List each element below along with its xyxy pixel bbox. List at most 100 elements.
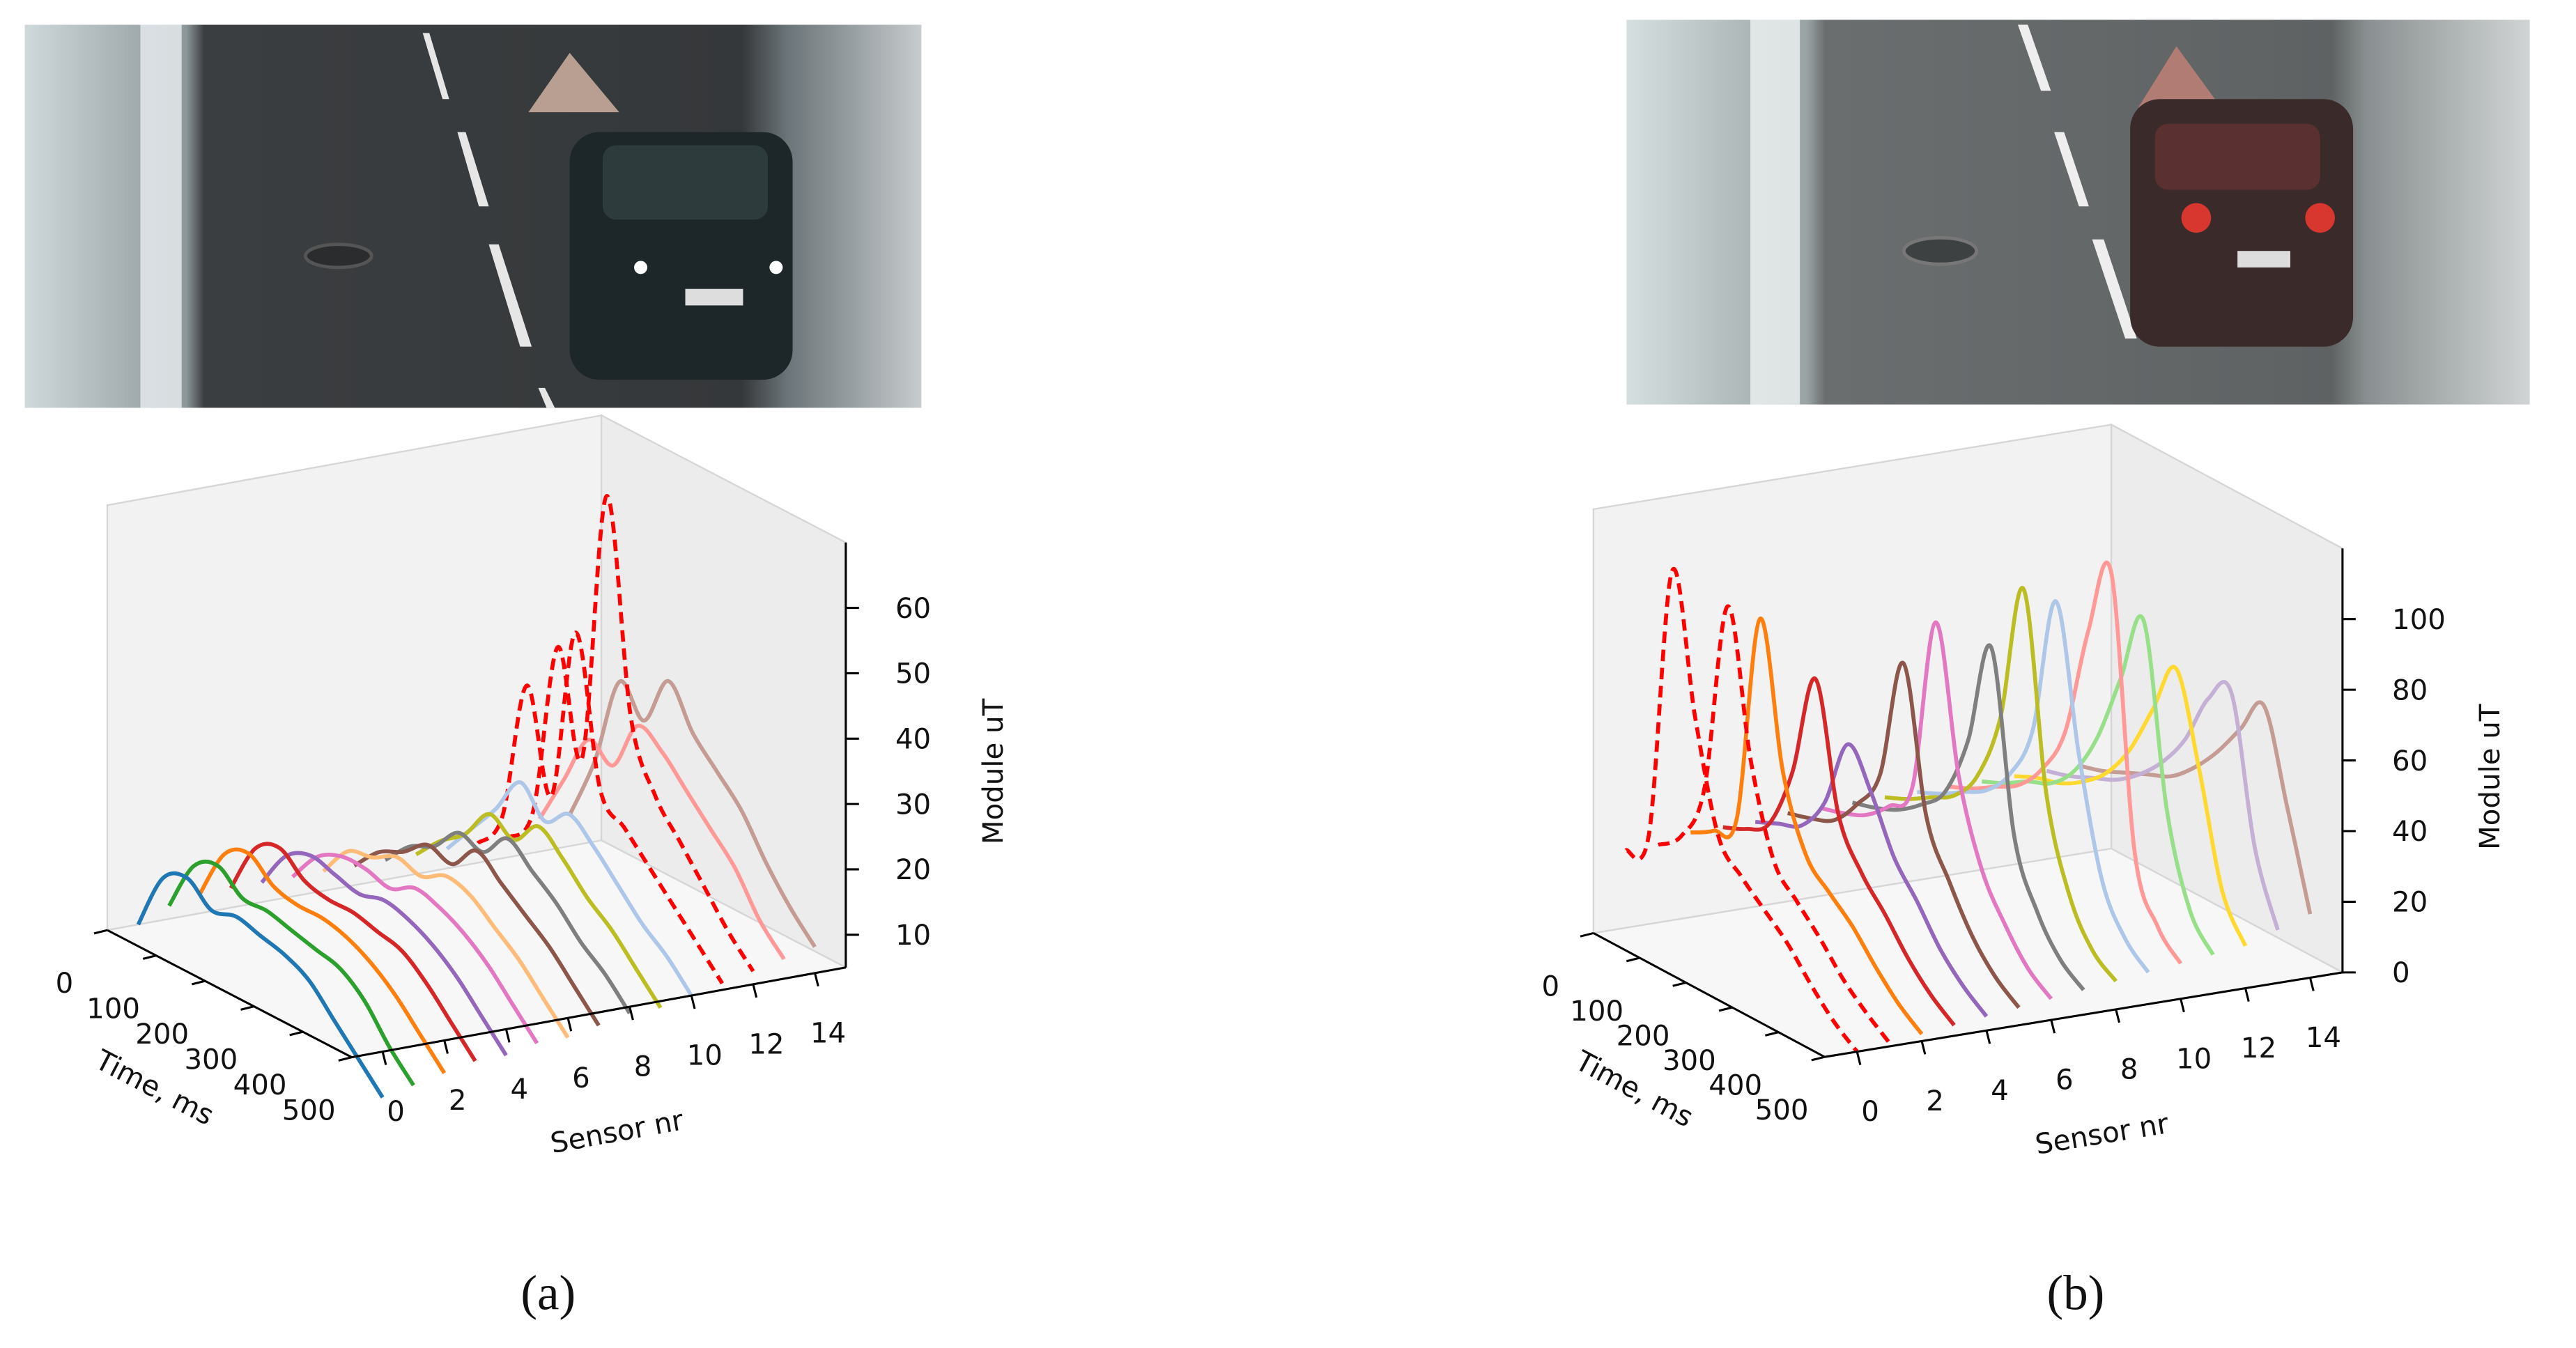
y-tick-label: 4 xyxy=(511,1074,529,1106)
x-tick xyxy=(1626,956,1640,963)
sensor-curve xyxy=(507,494,755,973)
sensor-curve xyxy=(538,724,786,961)
y-tick xyxy=(443,1040,449,1054)
x-tick xyxy=(192,979,206,986)
y-tick xyxy=(2244,988,2250,1002)
z-tick-label: 80 xyxy=(2392,674,2428,706)
sensor-curve xyxy=(1819,620,2053,1000)
y-tick xyxy=(690,995,696,1009)
y-tick-label: 12 xyxy=(2241,1032,2276,1064)
y-tick xyxy=(814,973,819,987)
sensor-curve xyxy=(322,849,570,1039)
photo-b xyxy=(1626,20,2530,405)
x-tick-label: 200 xyxy=(135,1018,189,1051)
sensor-curve xyxy=(415,812,663,1009)
y-tick-label: 2 xyxy=(449,1085,467,1117)
z-tick-label: 0 xyxy=(2392,957,2410,989)
x-tick-label: 300 xyxy=(184,1044,238,1076)
x-tick xyxy=(1811,1055,1826,1062)
sensor-curve xyxy=(1787,660,2021,1009)
z-tick-label: 30 xyxy=(895,789,931,821)
sensor-curve xyxy=(1690,617,1924,1036)
y-tick xyxy=(1856,1051,1862,1065)
sensor-curve xyxy=(229,842,477,1062)
z-tick-label: 40 xyxy=(2392,816,2428,848)
y-tick-label: 8 xyxy=(634,1051,652,1083)
x-tick-label: 200 xyxy=(1617,1021,1670,1053)
y-axis-line xyxy=(351,966,847,1059)
sensor-curve xyxy=(2014,665,2248,947)
z-axis-title: Module uT xyxy=(2474,704,2506,850)
y-tick-label: 14 xyxy=(810,1017,846,1049)
x-tick-label: 0 xyxy=(1541,971,1559,1003)
x-tick-label: 0 xyxy=(56,968,74,1000)
x-axis-line xyxy=(1593,932,1826,1058)
z-tick-label: 50 xyxy=(895,658,931,690)
x-tick xyxy=(1718,1006,1733,1012)
x-axis-line xyxy=(107,929,353,1059)
y-axis-title: Sensor nr xyxy=(2033,1108,2171,1161)
y-tick-label: 6 xyxy=(2056,1064,2074,1097)
y-tick xyxy=(1985,1030,1991,1044)
y-tick-label: 0 xyxy=(1861,1096,1879,1128)
photo-a xyxy=(24,24,922,408)
y-tick xyxy=(2050,1019,2056,1034)
z-tick-label: 10 xyxy=(895,920,931,952)
sensor-curve xyxy=(1657,604,1891,1044)
y-tick-label: 4 xyxy=(1991,1075,2009,1107)
x-tick-label: 500 xyxy=(1755,1094,1809,1126)
sensor-curve xyxy=(260,851,508,1057)
y-tick xyxy=(752,984,758,998)
sensor-curve xyxy=(2078,700,2313,915)
y-tick xyxy=(2308,977,2315,991)
z-tick-label: 20 xyxy=(895,854,931,886)
x-tick-label: 400 xyxy=(233,1069,287,1101)
z-tick-label: 60 xyxy=(2392,745,2428,777)
y-tick-label: 8 xyxy=(2120,1053,2138,1085)
x-tick xyxy=(1672,982,1687,987)
x-tick xyxy=(240,1005,254,1011)
x-tick-label: 100 xyxy=(1570,995,1624,1028)
caption: (b) xyxy=(2046,1266,2104,1320)
sensor-curve xyxy=(476,630,724,985)
x-tick-label: 400 xyxy=(1709,1070,1762,1102)
x-tick xyxy=(338,1056,353,1062)
z-tick-label: 20 xyxy=(2392,887,2428,919)
sensor-curve xyxy=(1624,566,1859,1053)
sensor-curve xyxy=(291,852,539,1044)
x-tick xyxy=(1765,1031,1779,1037)
y-tick xyxy=(566,1017,573,1032)
y-tick-label: 10 xyxy=(2176,1043,2212,1075)
z-tick-label: 100 xyxy=(2392,604,2446,636)
x-tick xyxy=(1580,931,1594,938)
y-tick xyxy=(2115,1009,2120,1023)
sensor-curve xyxy=(167,859,415,1087)
sensor-curve xyxy=(569,679,817,948)
sensor-curve xyxy=(136,871,385,1099)
z-tick-label: 40 xyxy=(895,723,931,755)
x-tick xyxy=(93,929,108,935)
y-tick-label: 6 xyxy=(572,1062,590,1094)
sensor-curve xyxy=(1884,586,2118,983)
y-tick-label: 0 xyxy=(387,1096,405,1128)
y-tick xyxy=(504,1029,511,1043)
x-tick-label: 100 xyxy=(86,993,140,1025)
x-tick-label: 300 xyxy=(1663,1045,1716,1077)
y-axis-title: Sensor nr xyxy=(548,1104,686,1160)
y-tick-label: 10 xyxy=(687,1040,723,1072)
z-tick-label: 60 xyxy=(895,593,931,625)
z-axis-title: Module uT xyxy=(978,698,1010,844)
sensor-curve xyxy=(1722,676,1956,1027)
x-tick-label: 500 xyxy=(282,1095,336,1127)
sensor-curve xyxy=(1851,643,2085,991)
y-tick xyxy=(2180,998,2185,1013)
sensor-curve xyxy=(198,847,447,1074)
y-tick xyxy=(381,1051,387,1065)
sensor-curve xyxy=(1754,742,1989,1018)
y-tick-label: 14 xyxy=(2306,1022,2341,1054)
y-tick xyxy=(628,1006,634,1021)
x-tick xyxy=(289,1030,304,1037)
x-tick xyxy=(142,954,157,960)
y-axis-line xyxy=(1824,971,2343,1058)
